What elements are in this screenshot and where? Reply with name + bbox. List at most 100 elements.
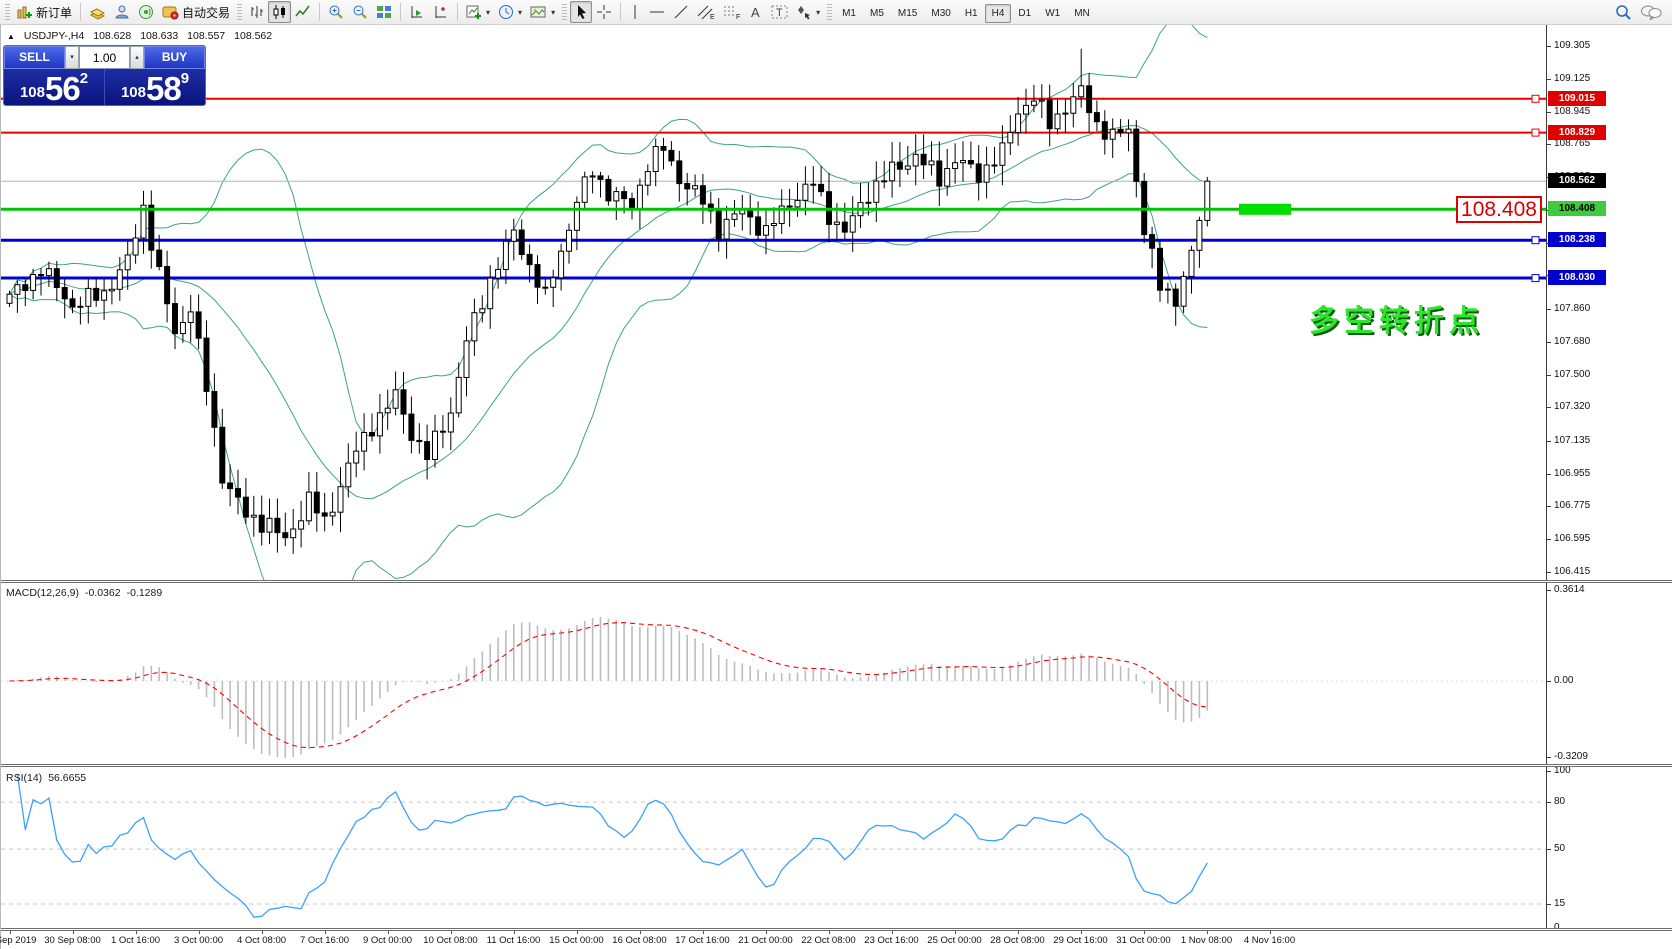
current-price-badge: 108.562	[1548, 173, 1606, 189]
price-annotation-box[interactable]: 108.408	[1456, 196, 1542, 223]
volume-input[interactable]	[79, 46, 130, 69]
sell-price-prefix: 108	[19, 84, 45, 101]
price-axis-label: 107.500	[1546, 368, 1591, 380]
time-axis-tick	[1017, 931, 1019, 934]
chart-shift-button[interactable]	[429, 1, 453, 23]
timeframe-m1[interactable]: M1	[842, 8, 856, 19]
time-axis-label: 15 Oct 00:00	[549, 935, 604, 946]
time-axis-label: 1 Nov 08:00	[1180, 935, 1233, 946]
new-chart-dropdown[interactable]: ▾	[462, 1, 494, 23]
time-axis-tick	[135, 931, 137, 934]
bar-chart-button[interactable]	[245, 1, 268, 23]
time-axis-tick	[72, 931, 74, 934]
channel-icon: E	[697, 5, 715, 20]
chart-shift-icon	[435, 6, 447, 18]
new-order-button[interactable]: 新订单	[13, 1, 76, 23]
macd-name: MACD(12,26,9)	[6, 587, 79, 599]
toolbar-grip[interactable]	[562, 4, 568, 20]
price-level-badge[interactable]: 108.030	[1548, 270, 1606, 286]
time-axis-label: 7 Oct 16:00	[299, 935, 350, 946]
templates-dropdown[interactable]: ▾	[526, 1, 559, 23]
buy-price[interactable]: 108 58 9	[105, 69, 205, 105]
timeframe-w1[interactable]: W1	[1045, 8, 1061, 19]
periods-dropdown[interactable]: ▾	[494, 1, 526, 23]
equidistant-channel-button[interactable]: E	[693, 1, 719, 23]
timeframe-m5[interactable]: M5	[870, 8, 884, 19]
line-chart-button[interactable]	[291, 1, 315, 23]
chevron-down-icon: ▾	[518, 7, 523, 17]
new-order-icon	[17, 6, 32, 19]
toolbar-right	[1615, 4, 1670, 21]
sell-price-sup: 2	[79, 70, 89, 87]
arrows-dropdown[interactable]: ▾	[793, 1, 824, 23]
separator	[620, 3, 622, 21]
time-scale[interactable]: 27 Sep 2019 30 Sep 08:00 1 Oct 16:00 3 Oct …	[0, 931, 1546, 949]
buy-button[interactable]: BUY	[144, 46, 205, 69]
candlestick-chart-button[interactable]	[268, 1, 292, 23]
timeframe-m30[interactable]: M30	[931, 8, 951, 19]
fibonacci-button[interactable]: F	[719, 1, 745, 23]
price-scale[interactable]: 109.305109.125108.945108.765108.585108.4…	[1546, 25, 1672, 933]
timeframe-m15[interactable]: M15	[897, 8, 918, 19]
tile-windows-button[interactable]	[372, 1, 396, 23]
panel-divider[interactable]	[1, 764, 1672, 767]
time-axis-tick	[954, 931, 956, 934]
price-axis-label: 109.125	[1546, 72, 1591, 84]
separator	[457, 3, 459, 21]
zoom-out-button[interactable]	[348, 1, 372, 23]
macd-axis-label: 0.00	[1546, 675, 1574, 686]
rsi-axis-label: 50	[1546, 843, 1566, 855]
price-level-badge[interactable]: 108.408	[1548, 201, 1606, 217]
expand-panel-icon[interactable]: ▲	[7, 31, 15, 41]
timeframe-d1[interactable]: D1	[1018, 8, 1032, 19]
rsi-canvas[interactable]	[1, 768, 1546, 928]
accounts-button[interactable]	[110, 1, 134, 23]
time-axis-label: 11 Oct 16:00	[486, 935, 541, 946]
macd-canvas[interactable]	[1, 583, 1546, 765]
toolbar-grip[interactable]	[827, 4, 833, 20]
text-button[interactable]: A	[745, 1, 767, 23]
toolbar-grip[interactable]	[5, 4, 10, 20]
price-level-badge[interactable]: 109.015	[1548, 90, 1606, 106]
candlestick-chart-icon	[273, 5, 286, 19]
signals-button[interactable]	[134, 1, 158, 23]
zoom-in-button[interactable]	[324, 1, 348, 23]
volume-decrease-button[interactable]: ▾	[65, 46, 79, 69]
time-axis-tick	[828, 931, 830, 934]
separator	[319, 3, 321, 21]
timeframe-h1[interactable]: H1	[964, 8, 978, 19]
panel-divider[interactable]	[1, 580, 1672, 583]
price-level-badge[interactable]: 108.829	[1548, 124, 1606, 140]
auto-scroll-icon	[411, 6, 423, 18]
volume-increase-button[interactable]: ▴	[130, 46, 144, 69]
time-axis-label: 25 Oct 00:00	[927, 935, 982, 946]
sell-price[interactable]: 108 56 2	[4, 69, 105, 105]
trendline-button[interactable]	[669, 1, 693, 23]
timeframe-h4[interactable]: H4	[984, 4, 1012, 23]
price-axis-label: 107.135	[1546, 434, 1591, 446]
price-axis-label: 107.320	[1546, 401, 1591, 413]
main-chart-canvas[interactable]	[1, 25, 1546, 582]
text-label-button[interactable]: T	[767, 1, 793, 23]
horizontal-line-button[interactable]	[645, 1, 669, 23]
cursor-button[interactable]	[570, 1, 593, 23]
time-axis-label: 9 Oct 00:00	[362, 935, 413, 946]
price-level-badge[interactable]: 108.238	[1548, 232, 1606, 248]
auto-scroll-button[interactable]	[405, 1, 429, 23]
crosshair-button[interactable]	[592, 1, 616, 23]
toolbar-grip[interactable]	[237, 4, 243, 20]
chart-area[interactable]: ▲ USDJPY-,H4 108.628 108.633 108.557 108…	[0, 25, 1672, 949]
auto-trading-button[interactable]: 自动交易	[158, 1, 234, 23]
price-axis-label: 106.415	[1546, 565, 1591, 577]
rsi-axis-label: 80	[1546, 796, 1566, 808]
vertical-line-button[interactable]	[625, 1, 645, 23]
time-axis-tick	[324, 931, 326, 934]
time-axis-tick	[639, 931, 641, 934]
buy-price-sup: 9	[180, 70, 190, 87]
timeframe-mn[interactable]: MN	[1074, 8, 1090, 19]
sell-button[interactable]: SELL	[4, 46, 65, 69]
market-watch-button[interactable]	[85, 1, 110, 23]
search-icon[interactable]	[1615, 4, 1632, 21]
chat-icon[interactable]	[1640, 4, 1662, 20]
chinese-annotation-text[interactable]: 多空转折点	[1309, 305, 1484, 338]
